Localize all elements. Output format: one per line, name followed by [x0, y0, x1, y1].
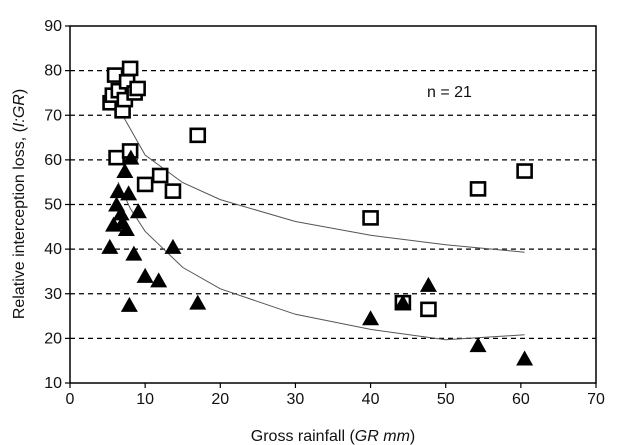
triangle-marker-8 [117, 221, 135, 237]
square-marker-16 [189, 127, 207, 144]
triangle-marker-11 [122, 149, 140, 165]
square-marker-14 [151, 167, 169, 184]
triangle-marker-4 [109, 183, 127, 199]
triangle-marker-10 [120, 296, 138, 312]
triangle-marker-19 [394, 294, 412, 310]
triangle-marker-13 [129, 203, 147, 219]
triangle-marker-18 [362, 310, 380, 326]
gridlines [70, 69, 596, 340]
square-marker-21 [516, 163, 533, 179]
x-tick-label-40: 40 [362, 391, 380, 408]
triangle-marker-7 [116, 163, 134, 179]
y-axis-ticks: 10 20 30 40 50 60 70 80 90 [44, 18, 70, 392]
trend-line-2 [117, 181, 525, 341]
triangle-marker-22 [516, 350, 534, 366]
triangle-marker-12 [125, 245, 143, 261]
y-tick-label-60: 60 [44, 152, 62, 169]
x-tick-label-10: 10 [136, 391, 154, 408]
square-marker-17 [362, 210, 379, 226]
square-marker-20 [469, 181, 487, 197]
x-axis-ticks: 0 10 20 30 40 50 60 70 [66, 383, 605, 408]
triangle-marker-20 [419, 276, 437, 292]
trend-lines [117, 115, 525, 341]
x-tick-label-60: 60 [512, 391, 530, 408]
y-tick-label-70: 70 [44, 107, 62, 124]
x-axis-title: Gross rainfall (GR mm) [251, 428, 415, 445]
triangle-marker-9 [120, 185, 138, 201]
trend-line-1 [122, 115, 525, 253]
y-tick-label-90: 90 [44, 18, 62, 35]
square-marker-15 [164, 183, 182, 199]
y-tick-label-10: 10 [44, 375, 62, 392]
triangle-marker-16 [164, 238, 182, 254]
triangle-marker-1 [101, 238, 119, 254]
x-tick-label-50: 50 [437, 391, 455, 408]
x-tick-label-70: 70 [587, 391, 605, 408]
y-tick-label-80: 80 [44, 63, 62, 80]
y-tick-label-20: 20 [44, 330, 62, 347]
square-marker-9 [121, 60, 139, 77]
data-points [101, 60, 534, 366]
y-tick-label-30: 30 [44, 286, 62, 303]
triangle-marker-5 [112, 205, 130, 221]
triangle-marker-17 [189, 294, 207, 310]
triangle-marker-15 [150, 272, 168, 288]
square-marker-4 [108, 149, 125, 166]
triangle-marker-21 [469, 337, 487, 353]
sample-size-annotation: n = 21 [427, 84, 472, 101]
y-tick-label-40: 40 [44, 241, 62, 258]
y-tick-label-50: 50 [44, 197, 62, 214]
y-axis-title: Relative interception loss, (I:GR) [11, 89, 28, 319]
square-marker-12 [129, 80, 146, 97]
square-marker-13 [136, 176, 154, 193]
square-marker-19 [420, 301, 437, 318]
x-tick-label-0: 0 [66, 391, 75, 408]
x-tick-label-30: 30 [287, 391, 305, 408]
triangle-marker-14 [136, 267, 154, 283]
x-tick-label-20: 20 [211, 391, 229, 408]
